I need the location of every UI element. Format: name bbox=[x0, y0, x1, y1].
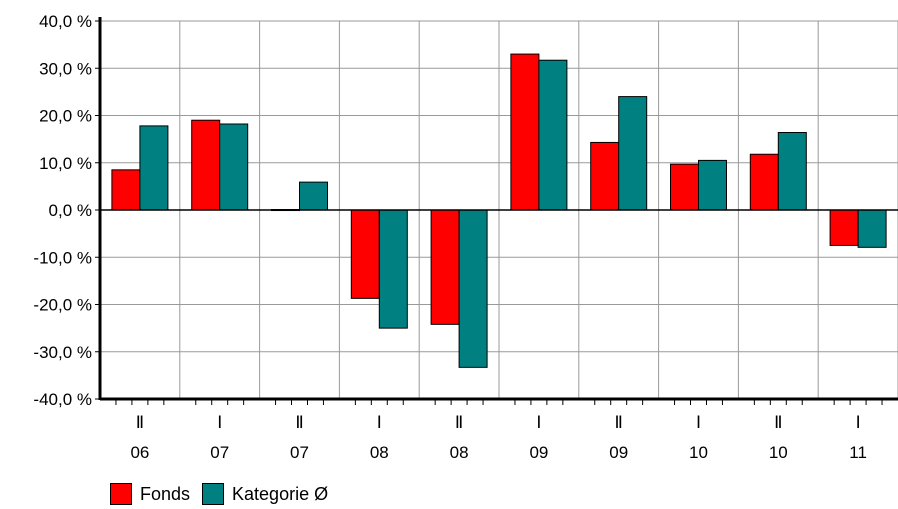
bar-kategorie bbox=[777, 132, 807, 211]
x-tick-label-year: 09 bbox=[529, 443, 548, 462]
x-tick-label-year: 09 bbox=[609, 443, 628, 462]
legend-swatch-kategorie bbox=[202, 483, 225, 505]
x-tick-label-half: Ⅰ bbox=[217, 413, 222, 432]
x-tick-label-year: 07 bbox=[290, 443, 309, 462]
bar-fonds bbox=[111, 169, 141, 211]
x-tick-label-half: Ⅱ bbox=[455, 413, 463, 432]
x-tick-label-year: 11 bbox=[849, 443, 867, 462]
y-tick-label: -10,0 % bbox=[33, 248, 92, 267]
x-tick-label-half: Ⅰ bbox=[536, 413, 541, 432]
y-tick-label: 0,0 % bbox=[49, 201, 92, 220]
bar-kategorie bbox=[538, 59, 568, 211]
x-tick-label-year: 07 bbox=[210, 443, 229, 462]
bar-fonds bbox=[590, 141, 620, 211]
x-tick-label-year: 08 bbox=[450, 443, 469, 462]
x-tick-label-half: Ⅱ bbox=[295, 413, 303, 432]
y-tick-labels: 40,0 % 30,0 % 20,0 % 10,0 % 0,0 % -10,0 % -20,… bbox=[33, 12, 92, 409]
axes bbox=[95, 17, 898, 405]
bar-fonds bbox=[350, 209, 380, 299]
y-tick-label: 10,0 % bbox=[39, 154, 92, 173]
y-tick-label: -20,0 % bbox=[33, 296, 92, 315]
x-tick-label-half: Ⅱ bbox=[615, 413, 623, 432]
x-tick-label-year: 08 bbox=[370, 443, 389, 462]
bar-fonds bbox=[670, 163, 699, 211]
x-tick-label-half: Ⅰ bbox=[856, 413, 861, 432]
legend-label-fonds: Fonds bbox=[140, 483, 191, 504]
bar-kategorie bbox=[857, 209, 887, 248]
x-tick-label-half: Ⅱ bbox=[774, 413, 782, 432]
bar-fonds bbox=[430, 209, 460, 325]
x-tick-labels: Ⅱ 06 Ⅰ 07 Ⅱ 07 Ⅰ 08 Ⅱ 08 Ⅰ 09 Ⅱ 09 Ⅰ 10 Ⅱ 10 Ⅰ 11 bbox=[130, 413, 866, 462]
x-tick-label-year: 06 bbox=[130, 443, 149, 462]
bar-kategorie bbox=[458, 209, 488, 368]
x-tick-label-half: Ⅰ bbox=[696, 413, 701, 432]
y-tick-label: 40,0 % bbox=[39, 12, 92, 31]
y-tick-label: 20,0 % bbox=[39, 107, 92, 126]
bar-kategorie bbox=[299, 181, 328, 211]
x-tick-label-half: Ⅱ bbox=[136, 413, 144, 432]
bar-fonds bbox=[191, 119, 221, 211]
x-tick-label-year: 10 bbox=[689, 443, 708, 462]
bar-kategorie bbox=[378, 209, 408, 329]
bar-kategorie bbox=[618, 96, 648, 211]
x-tick-label-year: 10 bbox=[769, 443, 788, 462]
y-tick-label: 30,0 % bbox=[39, 59, 92, 78]
bar-fonds bbox=[749, 153, 779, 211]
y-tick-label: -40,0 % bbox=[33, 390, 92, 409]
bar-kategorie bbox=[219, 123, 249, 211]
y-tick-label: -30,0 % bbox=[33, 343, 92, 362]
legend-item-kategorie: Kategorie Ø bbox=[202, 483, 328, 505]
legend-item-fonds: Fonds bbox=[110, 483, 190, 505]
legend: Fonds Kategorie Ø bbox=[110, 479, 340, 509]
bar-fonds bbox=[510, 53, 540, 211]
legend-swatch-fonds bbox=[110, 483, 132, 505]
legend-label-kategorie: Kategorie Ø bbox=[232, 483, 329, 504]
bar-kategorie bbox=[698, 159, 727, 211]
bar-kategorie bbox=[139, 125, 169, 211]
bar-fonds bbox=[829, 209, 859, 246]
x-tick-label-half: Ⅰ bbox=[377, 413, 382, 432]
bars bbox=[111, 53, 887, 368]
